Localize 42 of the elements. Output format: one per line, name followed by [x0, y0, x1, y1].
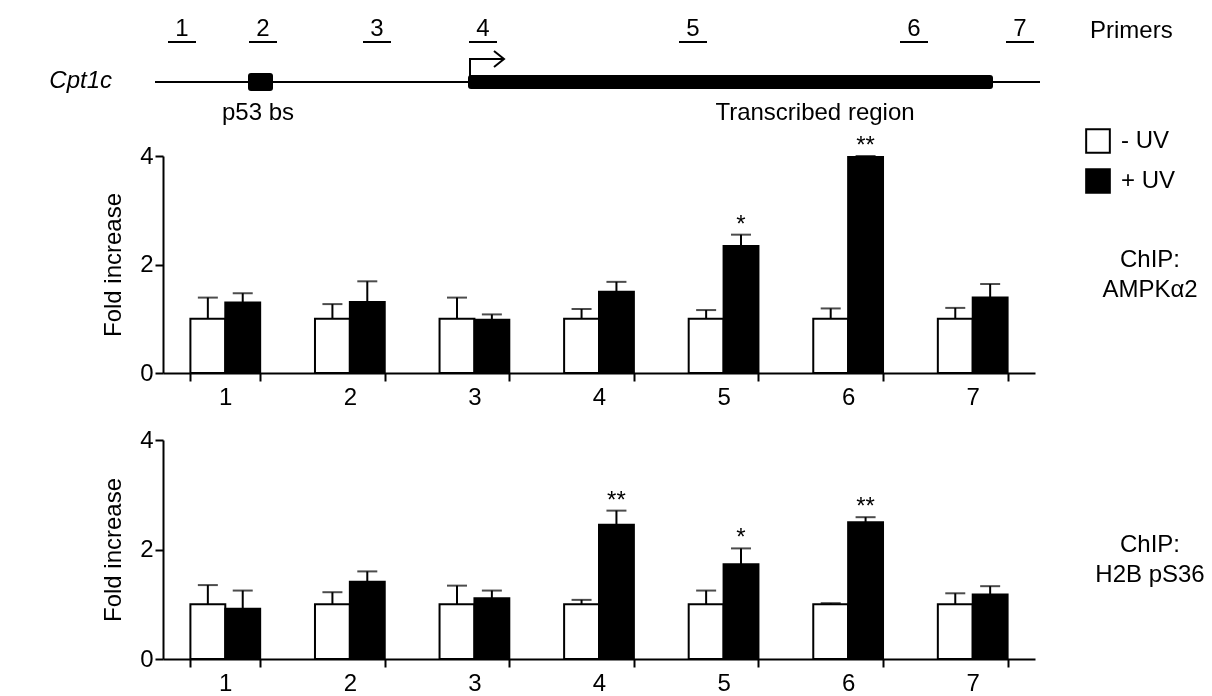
text: Cpt1c: [49, 66, 112, 93]
x-tick-label: 6: [841, 668, 856, 696]
x-tick-label: 3: [468, 668, 482, 696]
x-tick-label: 1: [219, 668, 233, 696]
annotation: **: [856, 131, 875, 158]
x-tick-label: 7: [966, 668, 980, 696]
x-tick-label: 7: [966, 382, 980, 410]
x-tick-label: 5: [717, 382, 731, 410]
x-tick-label: 4: [592, 382, 607, 410]
x-tick-label: 2: [343, 668, 358, 696]
category-label: 2: [256, 14, 270, 41]
text: Transcribed region: [715, 98, 915, 125]
x-tick-label: 2: [343, 382, 358, 410]
y-tick-label: 2: [140, 535, 154, 562]
category-label: 5: [686, 14, 700, 41]
category-label: 6: [907, 14, 921, 41]
annotation: *: [736, 209, 746, 237]
category-label: 7: [1013, 14, 1027, 41]
annotation: *: [736, 523, 746, 551]
x-tick-label: 4: [592, 668, 607, 696]
category-label: 4: [476, 14, 490, 41]
annotation: **: [856, 492, 875, 520]
category-label: 3: [370, 14, 384, 41]
y-tick-label: 0: [140, 644, 154, 672]
x-tick-label: 1: [219, 382, 233, 410]
y-tick-label: 4: [140, 141, 154, 169]
x-tick-label: 5: [717, 668, 731, 696]
x-tick-label: 6: [841, 382, 856, 410]
text: ChIP: H2B pS36: [1095, 530, 1205, 588]
legend-label: - UV: [1121, 126, 1169, 153]
text: ChIP: AMPKα2: [1102, 245, 1198, 303]
y-axis-title: Fold increase: [99, 192, 127, 338]
text: Primers: [1090, 16, 1173, 43]
y-axis-title: Fold increase: [99, 477, 127, 623]
y-tick-label: 4: [140, 425, 154, 453]
y-tick-label: 0: [140, 358, 154, 386]
category-label: 1: [175, 14, 189, 41]
text: p53 bs: [221, 98, 295, 125]
annotation: **: [607, 485, 626, 513]
x-tick-label: 3: [468, 382, 482, 410]
y-tick-label: 2: [140, 250, 154, 277]
legend-label: + UV: [1121, 166, 1176, 193]
